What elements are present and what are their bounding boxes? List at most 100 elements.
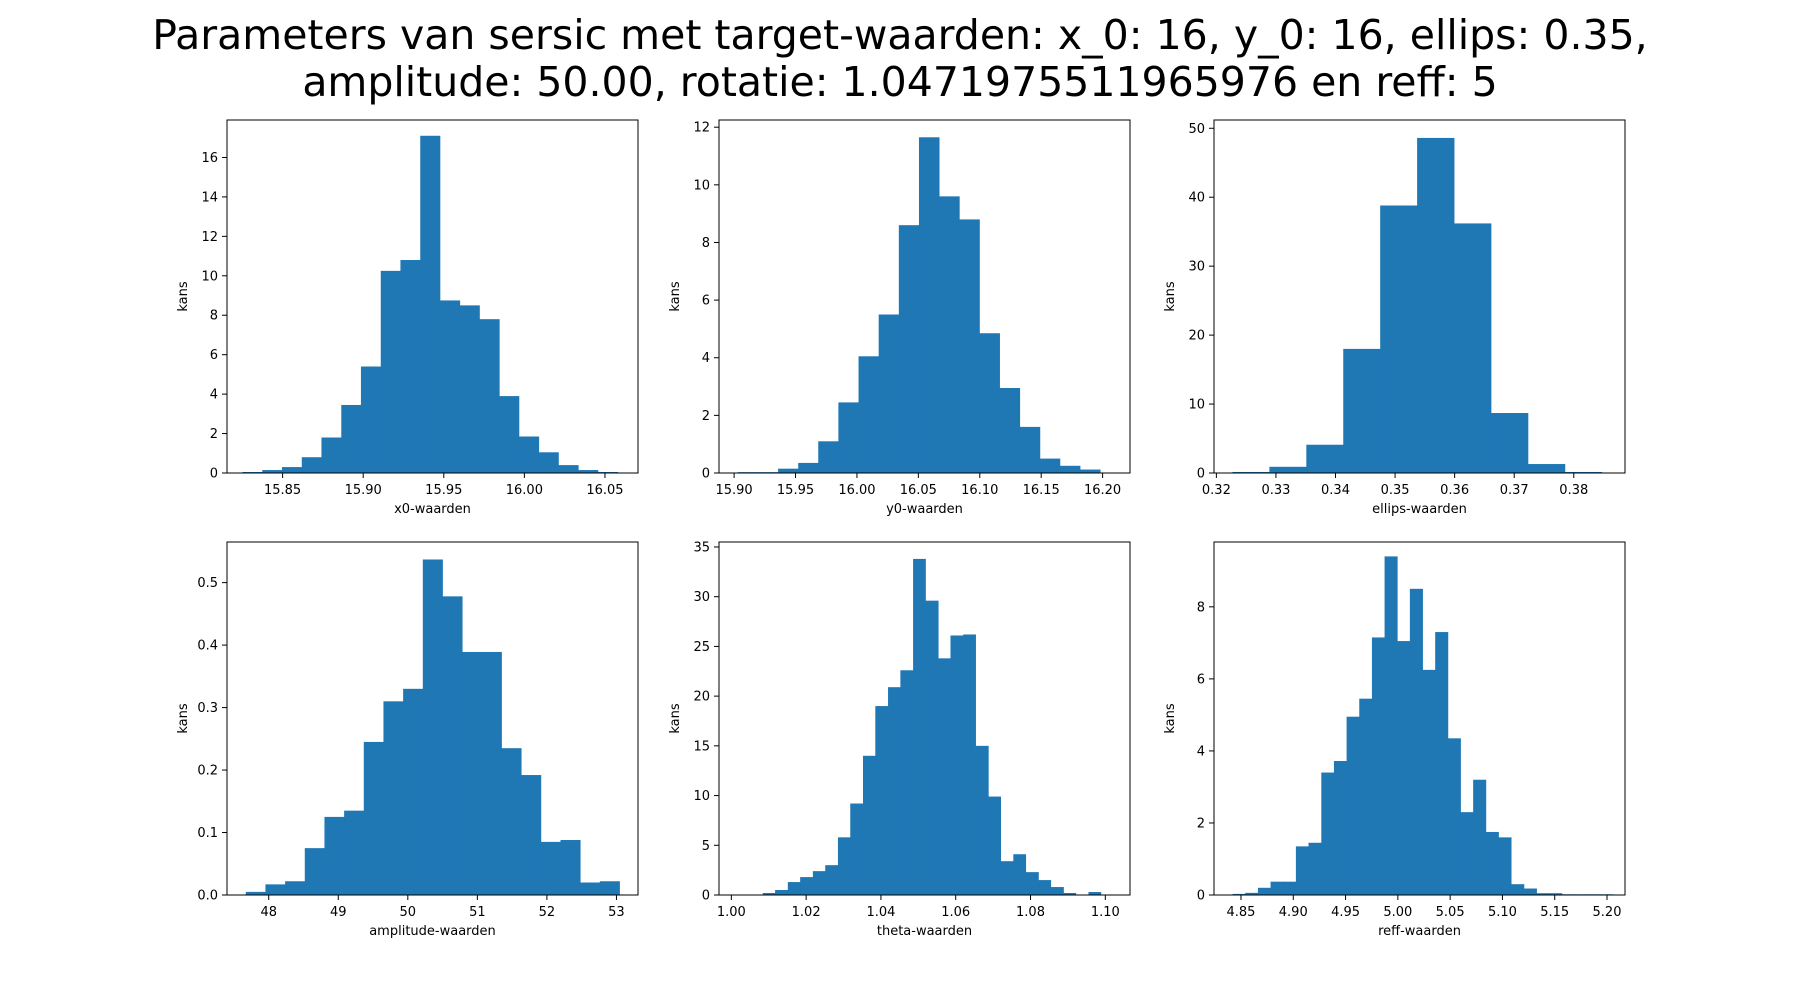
axes-frame [226, 119, 639, 474]
histogram-bar [1460, 812, 1474, 895]
histogram-bar [1306, 444, 1344, 473]
histogram-bar [262, 470, 283, 473]
x-tick-label: 16.15 [1023, 483, 1060, 498]
y-tick-label: 2 [1197, 816, 1205, 831]
x-tick-label: 15.95 [425, 483, 462, 498]
y-tick-label: 12 [693, 121, 710, 136]
histogram-bar [459, 305, 480, 473]
y-tick-label: 5 [702, 839, 710, 854]
histogram-bar [383, 701, 404, 895]
y-tick-label: 8 [210, 309, 218, 324]
y-tick-label: 14 [201, 190, 218, 205]
x-tick-label: 1.02 [792, 905, 821, 920]
y-tick-label: 0.2 [197, 764, 218, 779]
histogram-bar [1232, 471, 1270, 473]
figure-title: Parameters van sersic met target-waarden… [0, 12, 1800, 106]
histogram-bar [1454, 223, 1492, 473]
x-tick-label: 52 [539, 905, 556, 920]
histogram-bar [1536, 893, 1550, 895]
histogram-bar [778, 468, 799, 473]
histogram-bar [363, 741, 384, 895]
y-tick-label: 6 [702, 294, 710, 309]
histogram-bar [975, 745, 989, 895]
x-tick-label: 16.05 [900, 483, 937, 498]
y-tick-label: 25 [693, 640, 710, 655]
histogram-bar [1257, 887, 1271, 895]
histogram-bar [1283, 881, 1297, 895]
x-tick-label: 1.04 [866, 905, 895, 920]
histogram-bar [380, 270, 401, 473]
y-tick-label: 0 [1197, 889, 1205, 904]
y-axis-label: kans [668, 281, 683, 312]
y-tick-label: 0 [702, 889, 710, 904]
x-tick-label: 5.20 [1593, 905, 1622, 920]
histogram-bar [442, 596, 463, 895]
y-tick-label: 0 [1197, 467, 1205, 482]
histogram-bar [1269, 466, 1307, 473]
x-tick-label: 0.38 [1559, 483, 1588, 498]
histogram-panel-2: 15.90 15.95 16.00 16.05 16.10 16.15 16.20 0 2 4 6 8… [668, 119, 1131, 517]
histogram-bar [913, 558, 926, 895]
axes-frame [1213, 541, 1626, 896]
histogram-panel-5: 1.00 1.02 1.04 1.06 1.08 1.10 0 5 10 15 20 25 30 35 th… [668, 540, 1131, 939]
histogram-bar [439, 300, 461, 473]
histogram-bar [518, 436, 540, 473]
y-tick-label: 12 [201, 230, 218, 245]
figure-title-line-1: Parameters van sersic met target-waarden… [152, 11, 1648, 59]
histogram-bar [1080, 469, 1101, 473]
x-tick-label: 4.95 [1331, 905, 1360, 920]
histogram-bar [950, 635, 964, 895]
histogram-bar [560, 840, 581, 895]
x-tick-label: 1.08 [1016, 905, 1045, 920]
histogram-bar [285, 881, 306, 895]
histogram-bar [1384, 556, 1398, 895]
x-tick-label: 1.10 [1091, 905, 1120, 920]
histogram-bar [521, 775, 542, 895]
y-tick-label: 4 [210, 388, 218, 403]
figure-title-line-2: amplitude: 50.00, rotatie: 1.04719755119… [302, 58, 1498, 106]
histogram-bar [281, 467, 303, 473]
y-tick-label: 6 [1197, 672, 1205, 687]
y-tick-label: 4 [1197, 744, 1205, 759]
x-tick-label: 48 [260, 905, 277, 920]
histogram-bar [812, 871, 826, 895]
histogram-bar [344, 810, 365, 895]
y-tick-label: 4 [702, 351, 710, 366]
histogram-bar [304, 848, 325, 895]
histogram-bar [878, 314, 900, 473]
histogram-panel-1: 15.85 15.90 15.95 16.00 16.05 0 2 4 6 8 10 12 14 16 x0… [176, 119, 639, 517]
x-axis-label: amplitude-waarden [369, 924, 496, 939]
y-axis-label: kans [176, 281, 191, 312]
histogram-bar [1343, 348, 1381, 473]
histogram-bar [1039, 458, 1061, 473]
histogram-bar [360, 366, 382, 473]
histogram-bar [1050, 887, 1064, 895]
y-tick-label: 10 [693, 789, 710, 804]
histogram-bar [818, 441, 839, 473]
x-axis-label: ellips-waarden [1372, 502, 1467, 517]
histogram-bar [400, 260, 421, 473]
x-tick-label: 15.90 [715, 483, 752, 498]
x-tick-label: 49 [330, 905, 347, 920]
histogram-bar [1549, 893, 1563, 895]
y-tick-label: 0.5 [197, 576, 218, 591]
histogram-bar [1088, 892, 1102, 895]
histogram-bar [1245, 892, 1259, 895]
x-axis-label: theta-waarden [877, 924, 972, 939]
y-tick-label: 0.4 [197, 639, 218, 654]
y-tick-label: 6 [210, 348, 218, 363]
histogram-bar [1523, 888, 1537, 895]
histogram-bar [988, 796, 1002, 895]
histogram-bar [245, 891, 266, 895]
axes-frame [718, 541, 1131, 896]
y-tick-label: 0.3 [197, 701, 218, 716]
x-tick-label: 15.95 [777, 483, 814, 498]
histogram-bar [1409, 588, 1423, 895]
histogram-bar [1295, 846, 1309, 895]
histogram-bar [900, 670, 914, 895]
histogram-bar [1564, 471, 1603, 473]
y-tick-label: 30 [1188, 260, 1205, 275]
histogram-bar [538, 452, 559, 473]
y-tick-label: 0 [702, 467, 710, 482]
x-tick-label: 51 [469, 905, 486, 920]
